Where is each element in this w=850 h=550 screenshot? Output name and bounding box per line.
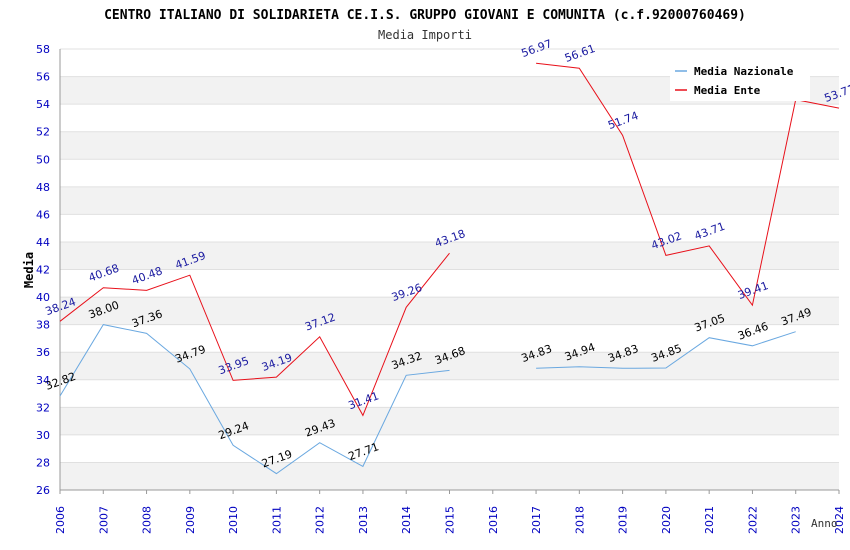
x-tick-label: 2014 xyxy=(400,506,413,534)
y-tick-label: 28 xyxy=(36,456,50,469)
series-line xyxy=(536,62,840,307)
x-tick-label: 2021 xyxy=(703,506,716,534)
legend: Media Nazionale Media Ente xyxy=(670,59,810,101)
y-tick-label: 40 xyxy=(36,291,50,304)
series-lines xyxy=(59,62,840,475)
y-tick-label: 46 xyxy=(36,208,50,221)
legend-box xyxy=(670,59,810,101)
x-tick-label: 2006 xyxy=(54,506,67,534)
series-line xyxy=(59,252,450,417)
series-line xyxy=(536,331,796,369)
x-tick-label: 2018 xyxy=(573,506,586,534)
y-tick-label: 34 xyxy=(36,374,50,387)
x-tick-label: 2024 xyxy=(833,506,846,534)
x-axis-ticks: 2006 2007 2008 2009 2010 2011 2012 2013 2014 2015… xyxy=(54,490,846,534)
y-tick-label: 44 xyxy=(36,236,50,249)
series-line xyxy=(59,324,450,475)
x-tick-label: 2023 xyxy=(790,506,803,534)
x-tick-label: 2019 xyxy=(617,506,630,534)
grid-band xyxy=(60,352,839,380)
y-tick-label: 36 xyxy=(36,346,50,359)
x-tick-label: 2011 xyxy=(270,506,283,534)
grid-band xyxy=(60,131,839,160)
grid-band xyxy=(60,434,839,463)
y-tick-label: 26 xyxy=(36,484,50,497)
x-tick-label: 2008 xyxy=(141,506,154,534)
x-tick-label: 2012 xyxy=(314,506,327,534)
x-tick-label: 2013 xyxy=(357,506,370,534)
chart-subtitle: Media Importi xyxy=(378,28,472,42)
y-tick-label: 48 xyxy=(36,181,50,194)
x-tick-label: 2017 xyxy=(530,506,543,534)
grid-band xyxy=(60,104,839,132)
grid-band xyxy=(60,407,839,435)
legend-label: Media Ente xyxy=(694,84,761,97)
x-axis-label: Anno xyxy=(811,517,838,530)
grid-band xyxy=(60,379,839,408)
y-tick-label: 38 xyxy=(36,319,50,332)
grid-band xyxy=(60,269,839,298)
y-axis-label: Media xyxy=(22,252,36,288)
y-tick-label: 58 xyxy=(36,43,50,56)
x-tick-label: 2020 xyxy=(660,506,673,534)
x-tick-label: 2010 xyxy=(227,506,240,534)
x-tick-label: 2009 xyxy=(184,506,197,534)
y-axis-ticks: 26 28 30 32 34 36 38 40 42 44 46 48 50 52 54 56 58 xyxy=(36,43,50,497)
y-tick-label: 30 xyxy=(36,429,50,442)
y-tick-label: 32 xyxy=(36,401,50,414)
grid-band xyxy=(60,297,839,325)
y-tick-label: 42 xyxy=(36,264,50,277)
x-tick-label: 2015 xyxy=(444,506,457,534)
x-tick-label: 2022 xyxy=(746,506,759,534)
grid-band xyxy=(60,462,839,490)
grid-band xyxy=(60,324,839,353)
grid-band xyxy=(60,186,839,215)
chart-title: CENTRO ITALIANO DI SOLIDARIETA CE.I.S. G… xyxy=(104,8,746,23)
grid-band xyxy=(60,214,839,242)
y-tick-label: 52 xyxy=(36,126,50,139)
y-tick-label: 56 xyxy=(36,71,50,84)
x-tick-label: 2016 xyxy=(487,506,500,534)
y-tick-label: 54 xyxy=(36,98,50,111)
y-tick-label: 50 xyxy=(36,153,50,166)
grid-band xyxy=(60,159,839,187)
legend-label: Media Nazionale xyxy=(694,65,794,78)
grid-bands xyxy=(60,48,839,491)
x-tick-label: 2007 xyxy=(97,506,110,534)
